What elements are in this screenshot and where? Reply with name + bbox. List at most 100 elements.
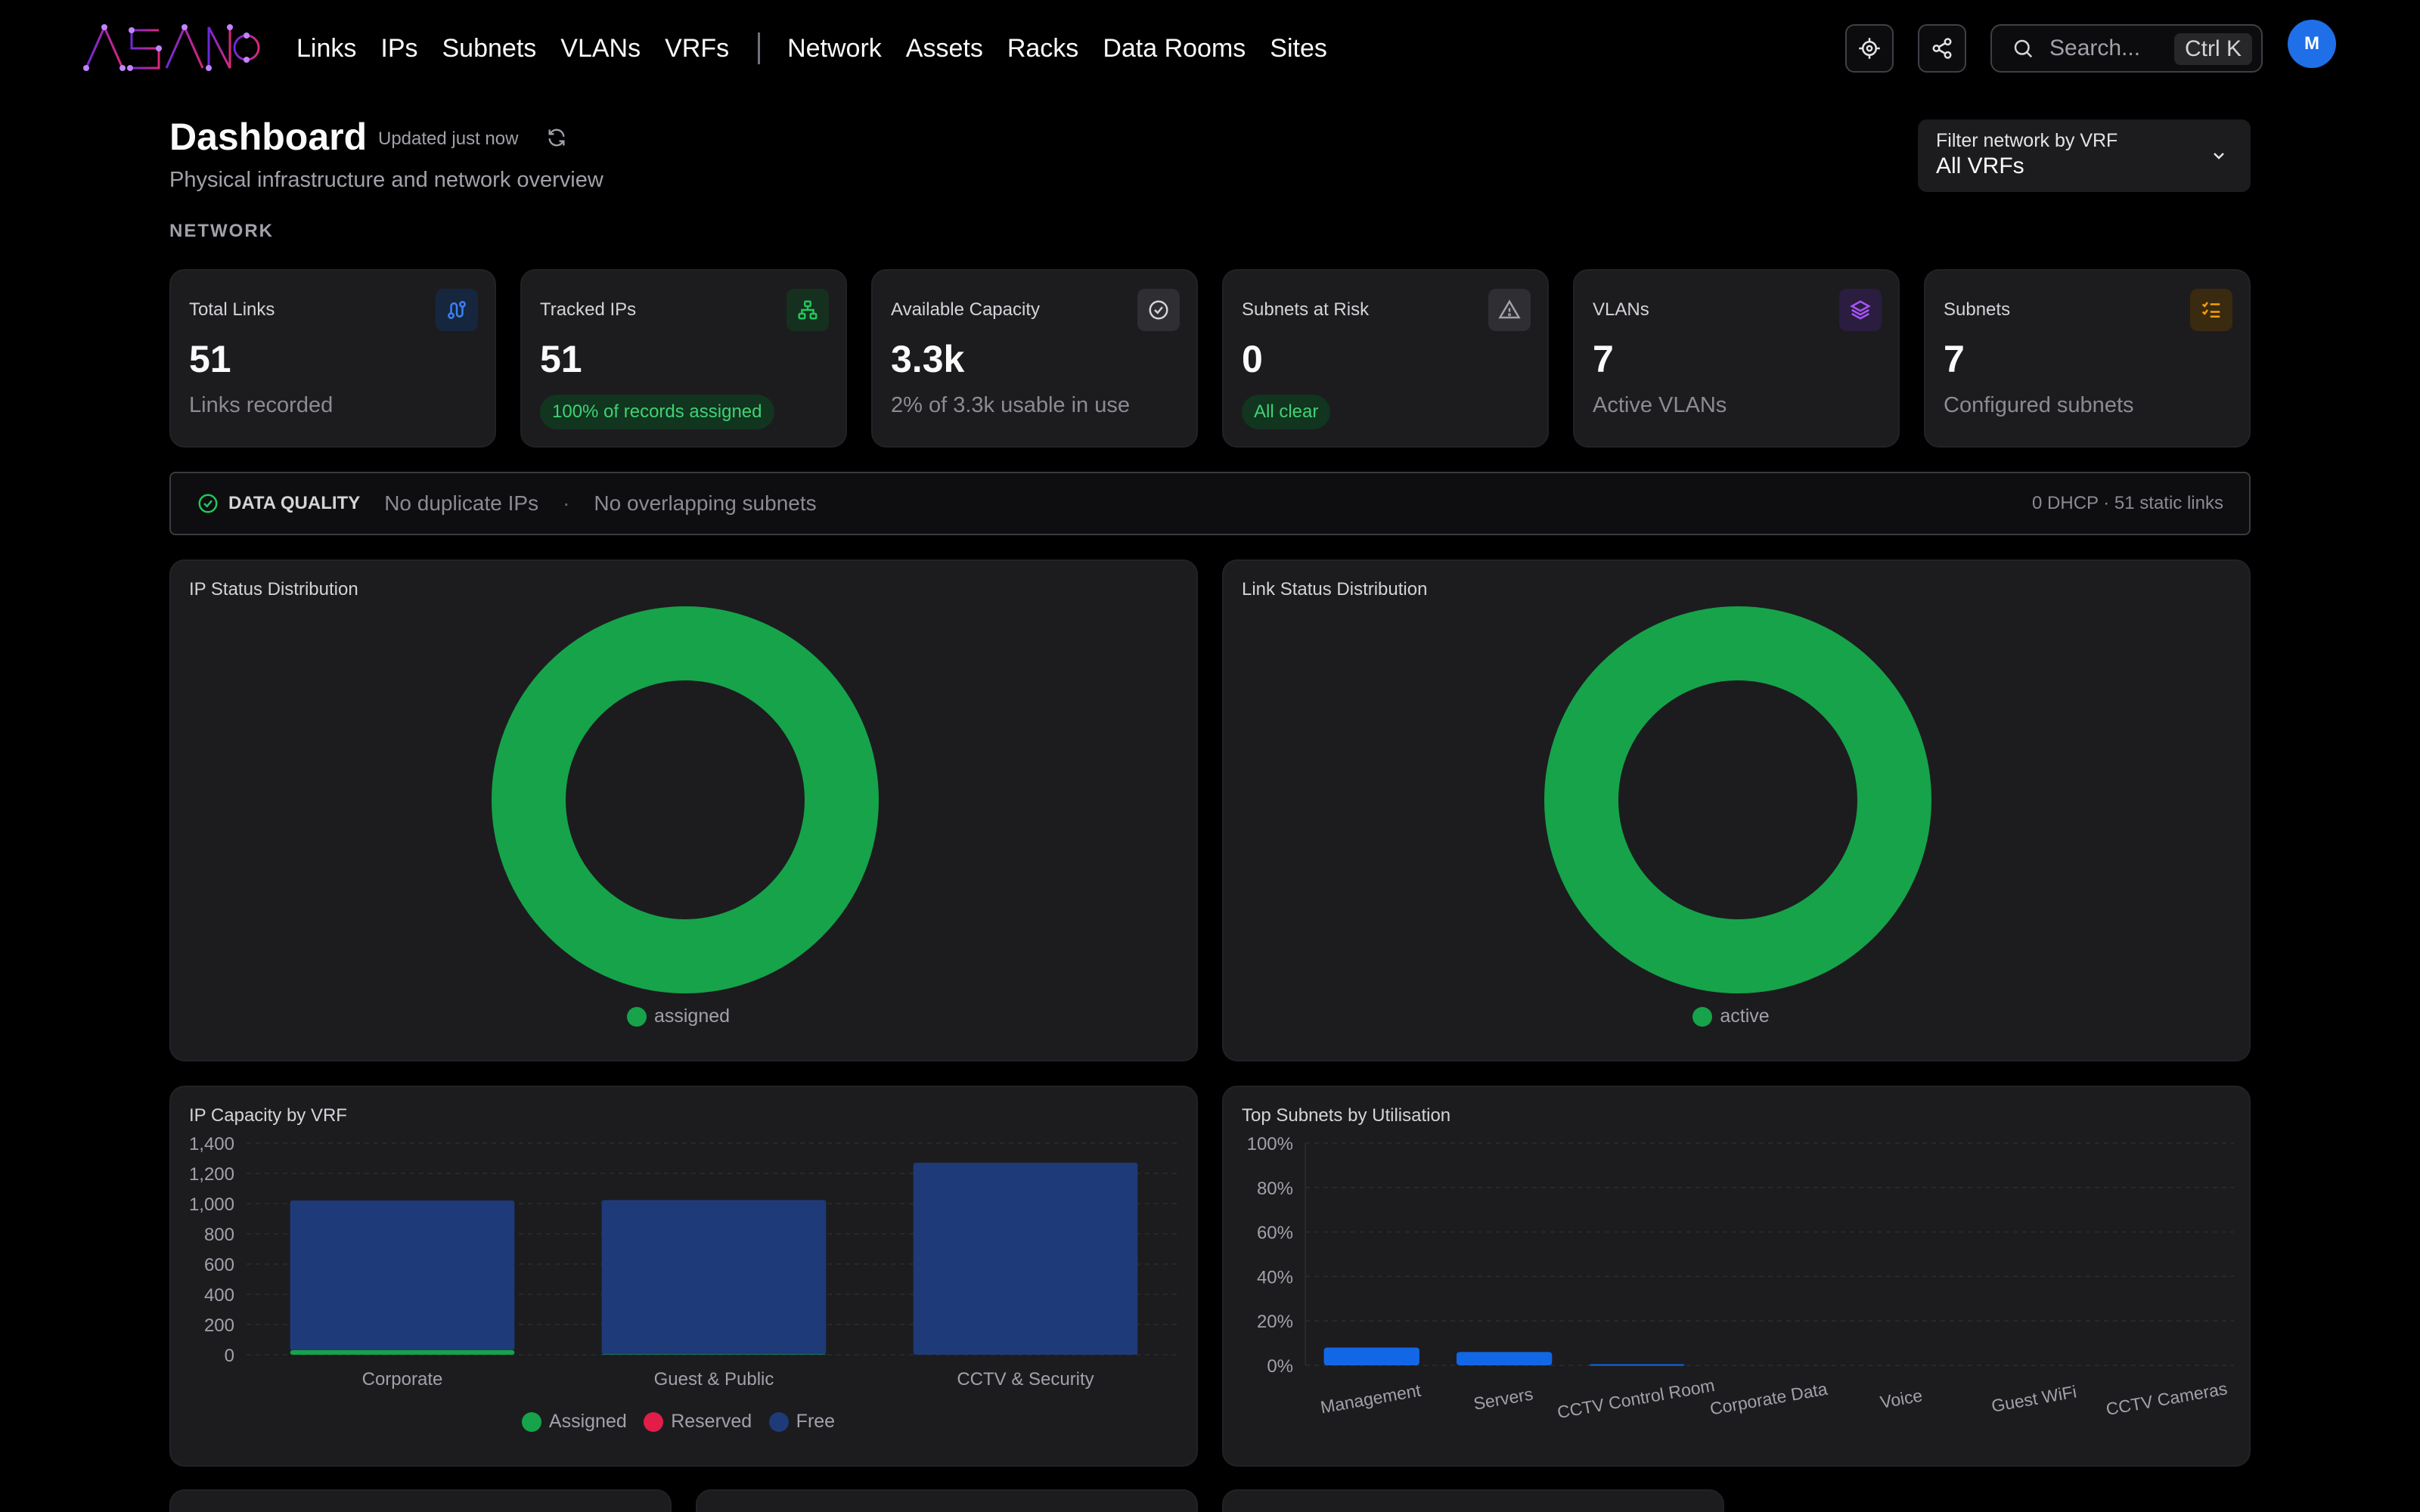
search-placeholder: Search... bbox=[2049, 36, 2141, 60]
stat-value: 7 bbox=[1944, 338, 1965, 380]
bar bbox=[290, 1201, 515, 1350]
stat-card-subnets[interactable]: Subnets 7 Configured subnets bbox=[1924, 269, 2251, 448]
vrf-filter-label: Filter network by VRF bbox=[1936, 130, 2118, 151]
link-status-panel: Link Status Distribution active bbox=[1222, 559, 2251, 1061]
panel-title: IP Capacity by VRF bbox=[189, 1105, 347, 1126]
x-tick-label: CCTV Cameras bbox=[2105, 1378, 2229, 1419]
page-title: Dashboard bbox=[169, 116, 368, 158]
y-tick-label: 100% bbox=[1247, 1134, 1293, 1154]
y-tick-label: 200 bbox=[204, 1315, 234, 1336]
x-tick-label: CCTV Control Room bbox=[1556, 1375, 1716, 1422]
y-tick-label: 60% bbox=[1257, 1223, 1293, 1244]
stat-sub: Links recorded bbox=[189, 393, 334, 417]
stat-card-vlans[interactable]: VLANs 7 Active VLANs bbox=[1573, 269, 1900, 448]
avatar[interactable]: M bbox=[2288, 20, 2336, 68]
legend-label: Assigned bbox=[548, 1411, 627, 1432]
legend-item: Reserved bbox=[644, 1411, 752, 1433]
nav-link-data-rooms[interactable]: Data Rooms bbox=[1103, 33, 1246, 63]
legend-label: Reserved bbox=[671, 1411, 752, 1432]
bar bbox=[601, 1354, 827, 1355]
x-tick-label: Corporate bbox=[362, 1369, 443, 1390]
nav-link-vrfs[interactable]: VRFs bbox=[665, 33, 730, 63]
asano-logo[interactable] bbox=[83, 23, 262, 73]
x-tick-label: Voice bbox=[1879, 1385, 1924, 1411]
top-subnets-chart: 0% 20% 40% 60% 80% 100% Management Servers CCTV … bbox=[1247, 1134, 2234, 1422]
stat-label: Tracked IPs bbox=[540, 299, 637, 320]
legend-label: Free bbox=[796, 1411, 836, 1432]
ip-status-panel: IP Status Distribution assigned bbox=[169, 559, 1198, 1061]
nav-link-sites[interactable]: Sites bbox=[1270, 33, 1327, 63]
legend-item: assigned bbox=[626, 1005, 731, 1027]
data-quality-item: No duplicate IPs bbox=[384, 491, 539, 515]
data-quality-bar: DATA QUALITY No duplicate IPs · No overl… bbox=[169, 472, 2251, 535]
top-subnets-panel: Top Subnets by Utilisation 0% 20% 40% 60% 80… bbox=[1222, 1086, 2251, 1467]
top-nav: Links IPs Subnets VLANs VRFs Network Ass… bbox=[0, 0, 2420, 97]
ip-capacity-chart: 0 200 400 600 800 1,000 1,200 1,400 Corporate Gue… bbox=[189, 1134, 1181, 1390]
nav-link-racks[interactable]: Racks bbox=[1007, 33, 1079, 63]
list-check-icon bbox=[2190, 289, 2232, 331]
bar bbox=[913, 1163, 1138, 1355]
bar bbox=[601, 1200, 827, 1355]
legend-swatch bbox=[1692, 1006, 1713, 1027]
status-badge: All clear bbox=[1242, 395, 1331, 429]
legend-swatch bbox=[644, 1411, 664, 1432]
stat-card-tracked-ips[interactable]: Tracked IPs 51 100% of records assigned bbox=[520, 269, 847, 448]
bar bbox=[1589, 1364, 1685, 1366]
nav-link-subnets[interactable]: Subnets bbox=[442, 33, 537, 63]
bar bbox=[1323, 1347, 1419, 1365]
stat-card-subnets-at-risk[interactable]: Subnets at Risk 0 All clear bbox=[1222, 269, 1549, 448]
stat-card-total-links[interactable]: Total Links 51 Links recorded bbox=[169, 269, 496, 448]
layers-icon bbox=[1839, 289, 1882, 331]
stat-label: VLANs bbox=[1593, 299, 1649, 320]
panel-title: IP Status Distribution bbox=[189, 579, 358, 600]
y-tick-label: 1,200 bbox=[189, 1164, 234, 1185]
legend-label: active bbox=[1720, 1005, 1770, 1027]
vrf-filter-select[interactable]: Filter network by VRF All VRFs bbox=[1918, 119, 2251, 192]
panel-title: Link Status Distribution bbox=[1242, 579, 1428, 600]
updated-status: Updated just now bbox=[378, 129, 519, 149]
x-tick-label: Guest & Public bbox=[654, 1369, 774, 1390]
x-tick-label: Corporate Data bbox=[1708, 1379, 1829, 1419]
nav-link-assets[interactable]: Assets bbox=[905, 33, 983, 63]
y-tick-label: 0 bbox=[225, 1346, 234, 1366]
panel-partial bbox=[1222, 1489, 1724, 1512]
separator: · bbox=[563, 491, 570, 515]
check-circle-icon bbox=[198, 494, 218, 513]
nav-link-links[interactable]: Links bbox=[296, 33, 357, 63]
stat-label: Subnets at Risk bbox=[1242, 299, 1370, 320]
check-circle-icon bbox=[1137, 289, 1180, 331]
bar bbox=[1456, 1352, 1553, 1365]
crosshair-icon bbox=[1859, 38, 1880, 59]
nav-link-ips[interactable]: IPs bbox=[380, 33, 418, 63]
legend-label: assigned bbox=[653, 1005, 731, 1027]
share-button[interactable] bbox=[1918, 24, 1966, 73]
data-quality-summary: 0 DHCP · 51 static links bbox=[2032, 493, 2223, 513]
chart-legend: Assigned Reserved Free bbox=[171, 1411, 1199, 1436]
chevron-down-icon bbox=[2214, 153, 2224, 160]
stat-label: Subnets bbox=[1944, 299, 2011, 320]
y-tick-label: 800 bbox=[204, 1225, 234, 1245]
stat-sub: Active VLANs bbox=[1593, 393, 1727, 417]
search-input[interactable]: Search... Ctrl K bbox=[1990, 24, 2263, 73]
page-subtitle: Physical infrastructure and network over… bbox=[169, 168, 603, 192]
stat-value: 3.3k bbox=[891, 338, 965, 380]
y-tick-label: 80% bbox=[1257, 1179, 1293, 1199]
y-tick-label: 600 bbox=[204, 1255, 234, 1275]
stat-value: 0 bbox=[1242, 338, 1263, 380]
stat-card-available-capacity[interactable]: Available Capacity 3.3k 2% of 3.3k usabl… bbox=[871, 269, 1198, 448]
status-badge: 100% of records assigned bbox=[540, 395, 774, 429]
legend-item: Free bbox=[768, 1411, 836, 1433]
search-icon bbox=[2014, 39, 2033, 58]
warning-icon bbox=[1488, 289, 1531, 331]
panel-title: Top Subnets by Utilisation bbox=[1242, 1105, 1451, 1126]
x-tick-label: CCTV & Security bbox=[957, 1369, 1094, 1390]
locate-button[interactable] bbox=[1845, 24, 1894, 73]
nav-link-network[interactable]: Network bbox=[787, 33, 882, 63]
refresh-icon[interactable] bbox=[546, 127, 567, 148]
nav-link-vlans[interactable]: VLANs bbox=[560, 33, 641, 63]
pie-slice bbox=[492, 606, 879, 993]
vrf-filter-value: All VRFs bbox=[1936, 153, 2024, 178]
nav-divider bbox=[758, 33, 761, 64]
legend-swatch bbox=[521, 1411, 541, 1432]
search-shortcut: Ctrl K bbox=[2174, 33, 2252, 65]
